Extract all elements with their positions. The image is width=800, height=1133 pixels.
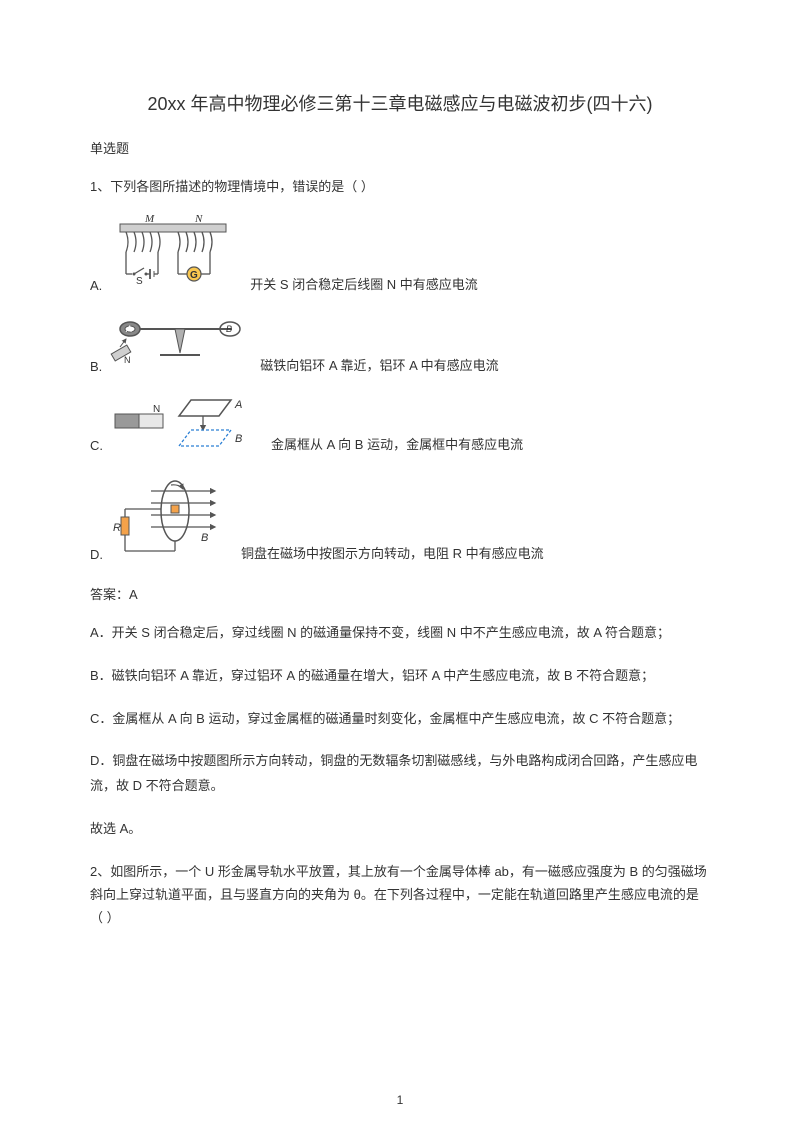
diagram-b-balance-icon: A B N bbox=[110, 315, 250, 374]
q1-option-a: A. M N S bbox=[90, 214, 710, 293]
section-label: 单选题 bbox=[90, 138, 710, 157]
svg-text:G: G bbox=[190, 270, 198, 281]
q1-explain-b: B．磁铁向铝环 A 靠近，穿过铝环 A 的磁通量在增大，铝环 A 中产生感应电流… bbox=[90, 664, 710, 689]
q1-explain-c: C．金属框从 A 向 B 运动，穿过金属框的磁通量时刻变化，金属框中产生感应电流… bbox=[90, 707, 710, 732]
option-text: 磁铁向铝环 A 靠近，铝环 A 中有感应电流 bbox=[260, 355, 498, 374]
option-letter: A. bbox=[90, 278, 102, 293]
diagram-d-disk-field-icon: B R bbox=[111, 475, 231, 562]
q1-stem: 1、下列各图所描述的物理情境中，错误的是（ ） bbox=[90, 175, 710, 198]
svg-text:S: S bbox=[136, 276, 143, 287]
q1-answer: 答案：A bbox=[90, 584, 710, 603]
q1-explain-a: A．开关 S 闭合稳定后，穿过线圈 N 的磁通量保持不变，线圈 N 中不产生感应… bbox=[90, 621, 710, 646]
svg-text:N: N bbox=[194, 214, 203, 225]
svg-text:N: N bbox=[153, 404, 160, 415]
svg-text:A: A bbox=[234, 399, 242, 411]
svg-text:B: B bbox=[201, 532, 208, 544]
option-letter: C. bbox=[90, 438, 103, 453]
page-number: 1 bbox=[0, 1093, 800, 1107]
q2-stem: 2、如图所示，一个 U 形金属导轨水平放置，其上放有一个金属导体棒 ab，有一磁… bbox=[90, 860, 710, 930]
q1-option-d: D. B R 铜盘在磁场中按图 bbox=[90, 475, 710, 562]
q1-option-b: B. A B N 磁铁向铝环 A 靠近，铝环 A 中有感应电流 bbox=[90, 315, 710, 374]
option-text: 开关 S 闭合稳定后线圈 N 中有感应电流 bbox=[250, 274, 478, 293]
option-letter: D. bbox=[90, 547, 103, 562]
q1-explain-d: D．铜盘在磁场中按题图所示方向转动，铜盘的无数辐条切割磁感线，与外电路构成闭合回… bbox=[90, 749, 710, 798]
svg-text:R: R bbox=[113, 522, 121, 534]
svg-text:A: A bbox=[125, 324, 132, 334]
option-letter: B. bbox=[90, 359, 102, 374]
q1-option-c: C. N A B 金属框从 A 向 B 运动，金属框中有感应电流 bbox=[90, 396, 710, 453]
diagram-a-transformer-icon: M N S bbox=[110, 214, 240, 293]
svg-text:M: M bbox=[144, 214, 155, 225]
q1-conclusion: 故选 A。 bbox=[90, 817, 710, 842]
option-text: 金属框从 A 向 B 运动，金属框中有感应电流 bbox=[271, 434, 523, 453]
option-text: 铜盘在磁场中按图示方向转动，电阻 R 中有感应电流 bbox=[241, 543, 544, 562]
svg-text:B: B bbox=[226, 324, 232, 334]
svg-text:B: B bbox=[235, 433, 242, 445]
diagram-c-magnet-frame-icon: N A B bbox=[111, 396, 261, 453]
svg-text:N: N bbox=[124, 355, 131, 365]
page-title: 20xx 年高中物理必修三第十三章电磁感应与电磁波初步(四十六) bbox=[90, 90, 710, 116]
